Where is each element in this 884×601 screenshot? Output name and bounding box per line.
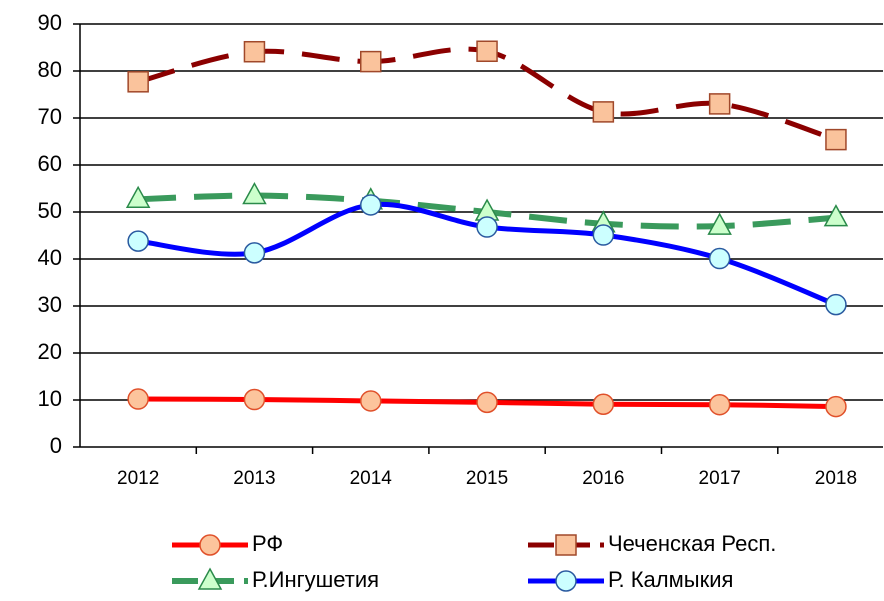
marker <box>476 391 498 414</box>
marker <box>197 567 223 590</box>
marker <box>242 181 267 205</box>
y-tick-label: 10 <box>38 386 62 411</box>
marker <box>555 570 577 592</box>
y-tick-label: 50 <box>38 198 62 223</box>
y-tick-label: 70 <box>38 104 62 129</box>
series-line <box>137 46 837 143</box>
marker <box>707 212 732 235</box>
marker <box>825 128 847 151</box>
x-tick-label: 2017 <box>699 468 741 489</box>
y-tick-label: 90 <box>38 10 62 35</box>
legend-label: РФ <box>252 531 283 556</box>
marker <box>708 393 731 416</box>
marker <box>127 388 149 410</box>
y-tick-label: 40 <box>38 245 62 270</box>
x-tick-label: 2016 <box>582 468 624 489</box>
y-tick-label: 20 <box>38 339 62 364</box>
y-tick-label: 30 <box>38 292 62 317</box>
legend-label: Р. Калмыкия <box>608 567 733 592</box>
marker <box>476 216 498 238</box>
x-tick-label: 2015 <box>466 468 508 489</box>
legend-label: Р.Ингушетия <box>252 567 379 592</box>
marker <box>243 40 266 63</box>
marker <box>127 230 149 252</box>
marker <box>825 293 847 316</box>
marker <box>360 50 382 73</box>
marker <box>199 534 221 556</box>
y-tick-label: 80 <box>38 57 62 82</box>
marker <box>243 388 266 411</box>
marker <box>243 242 266 264</box>
marker <box>476 40 498 63</box>
y-tick-label: 0 <box>50 433 62 458</box>
x-tick-label: 2013 <box>233 468 275 489</box>
x-tick-label: 2014 <box>350 468 393 489</box>
marker <box>125 185 151 209</box>
marker <box>708 247 731 270</box>
marker <box>360 390 382 412</box>
y-tick-label: 60 <box>38 151 62 176</box>
marker <box>825 395 847 418</box>
legend-label: Чеченская Респ. <box>608 531 776 556</box>
marker <box>708 93 731 115</box>
x-tick-label: 2012 <box>117 468 159 489</box>
x-tick-label: 2018 <box>815 468 857 489</box>
marker <box>592 224 615 246</box>
marker <box>555 534 577 556</box>
marker <box>360 194 382 216</box>
marker <box>127 71 149 93</box>
marker <box>592 101 615 123</box>
marker <box>823 204 849 227</box>
marker <box>592 393 615 415</box>
